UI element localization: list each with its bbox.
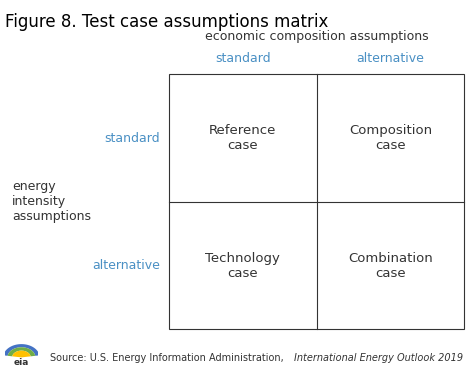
Text: alternative: alternative bbox=[92, 259, 160, 272]
Polygon shape bbox=[8, 347, 35, 356]
Text: International Energy Outlook 2019: International Energy Outlook 2019 bbox=[294, 353, 463, 363]
Text: standard: standard bbox=[105, 132, 160, 145]
Text: alternative: alternative bbox=[357, 52, 424, 65]
Text: energy
intensity
assumptions: energy intensity assumptions bbox=[12, 180, 91, 223]
Text: economic composition assumptions: economic composition assumptions bbox=[205, 30, 428, 43]
Text: Composition
case: Composition case bbox=[349, 124, 432, 152]
Polygon shape bbox=[3, 344, 40, 356]
Text: Figure 8. Test case assumptions matrix: Figure 8. Test case assumptions matrix bbox=[5, 13, 328, 31]
Text: standard: standard bbox=[215, 52, 270, 65]
Text: Combination
case: Combination case bbox=[348, 251, 433, 279]
Text: Technology
case: Technology case bbox=[205, 251, 280, 279]
Text: eia: eia bbox=[14, 358, 29, 367]
Text: Reference
case: Reference case bbox=[209, 124, 277, 152]
Polygon shape bbox=[12, 351, 30, 357]
Text: Source: U.S. Energy Information Administration,: Source: U.S. Energy Information Administ… bbox=[50, 353, 287, 363]
